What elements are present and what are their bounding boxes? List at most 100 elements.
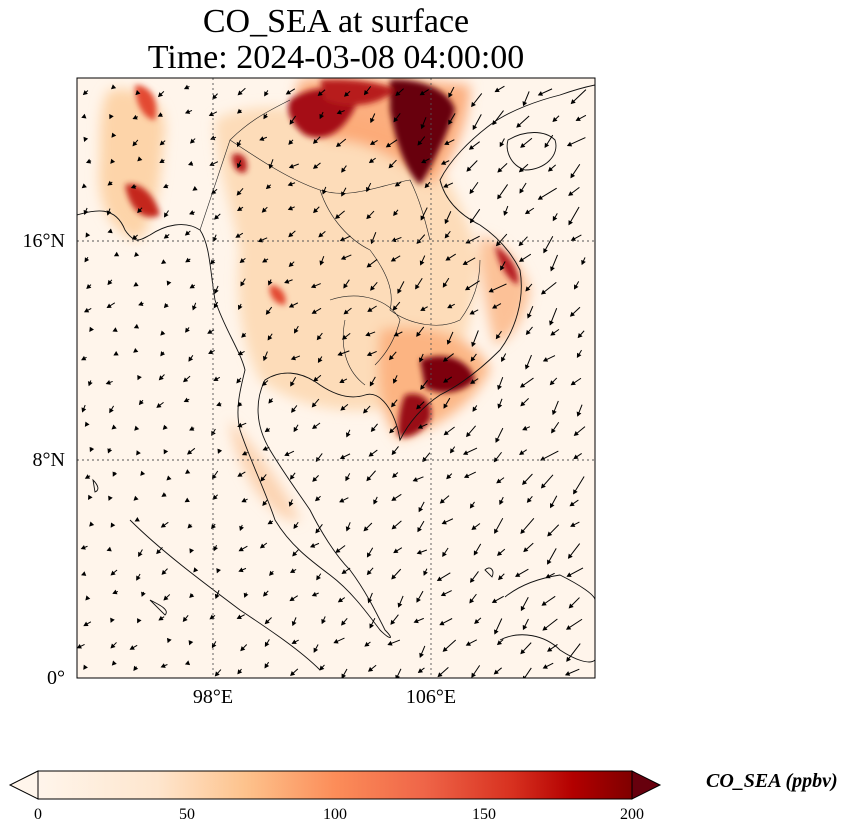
wind-arrow-head (581, 259, 586, 266)
wind-arrow-head (474, 618, 480, 624)
wind-arrow-head (156, 403, 162, 408)
wind-arrow-head (340, 405, 346, 411)
wind-arrow-head (189, 548, 195, 554)
wind-arrow-head (391, 449, 397, 456)
lon-tick-98e: 98°E (192, 686, 234, 708)
wind-arrow-head (469, 188, 475, 195)
wind-arrow-head (87, 381, 93, 387)
wind-arrow-head (469, 218, 475, 224)
wind-arrow-head (363, 408, 369, 414)
wind-arrow-head (239, 525, 244, 532)
wind-arrow-head (160, 522, 166, 528)
wind-arrow-head (132, 234, 138, 240)
wind-arrow-head (444, 218, 450, 225)
wind-arrow-head (105, 380, 111, 385)
wind-arrow-head (523, 547, 529, 553)
wind-arrow-head (395, 674, 400, 678)
wind-arrow-head (262, 446, 268, 451)
wind-arrow-head (189, 210, 195, 215)
wind-arrow-head (83, 307, 90, 313)
wind-arrow-head (570, 380, 576, 386)
wind-arrow-head (469, 577, 475, 583)
wind-arrow-head (309, 543, 316, 548)
wind-arrow-head (163, 595, 169, 601)
wind-arrow-head (466, 431, 471, 438)
wind-arrow-head (216, 401, 222, 407)
wind-arrow-head (522, 101, 528, 107)
wind-arrow-head (550, 503, 555, 509)
colorbar-tick-150: 150 (472, 806, 496, 823)
map-frame (76, 77, 596, 679)
coastlines (77, 84, 595, 671)
wind-arrow-head (540, 483, 546, 489)
wind-arrow-head (420, 306, 426, 311)
wind-arrow-head (370, 238, 376, 245)
wind-arrow-head (85, 232, 91, 238)
wind-arrow-head (573, 489, 578, 495)
wind-arrow-head (520, 649, 526, 655)
wind-arrow-head (439, 620, 445, 626)
wind-arrow-head (516, 122, 522, 128)
wind-arrow-head (573, 431, 579, 436)
wind-arrow-head (236, 378, 242, 384)
wind-arrow-head (423, 570, 428, 576)
wind-arrow-head (85, 595, 91, 601)
lat-tick-8n: 8°N (32, 449, 65, 471)
wind-arrow-head (161, 492, 167, 497)
wind-arrow-head (496, 640, 503, 646)
wind-arrow-head (112, 471, 118, 477)
wind-arrow-head (335, 548, 341, 553)
wind-arrow-head (363, 89, 369, 96)
wind-arrow-head (163, 212, 169, 218)
wind-arrow-head (216, 568, 221, 574)
wind-arrow-head (317, 91, 323, 97)
colorbar-extend-min (8, 770, 39, 800)
wind-arrow-head (472, 124, 478, 131)
wind-arrow-head (185, 469, 191, 474)
wind-arrow-head (547, 646, 553, 652)
wind-arrow-head (498, 575, 504, 581)
wind-arrow-head (566, 572, 572, 577)
wind-arrow-head (552, 117, 558, 123)
wind-arrow-head (391, 524, 397, 530)
wind-arrow-head (440, 160, 447, 165)
wind-arrow-head (107, 180, 113, 186)
wind-arrow-head (112, 327, 118, 332)
wind-arrow-head (444, 233, 450, 239)
wind-arrow-head (236, 190, 242, 196)
wind-arrow-head (367, 666, 374, 672)
wind-arrow-head (81, 183, 87, 189)
wind-arrow-head (436, 576, 443, 581)
wind-arrow-head (265, 184, 271, 190)
wind-arrow-head (287, 181, 293, 187)
wind-arrow-head (446, 339, 452, 345)
wind-arrow-head (566, 656, 572, 662)
wind-arrow-head (89, 521, 95, 527)
wind-arrow-head (141, 591, 146, 597)
wind-arrow-head (189, 592, 195, 599)
wind-arrow-head (441, 519, 447, 525)
wind-arrow-head (157, 112, 163, 117)
wind-arrow-head (259, 136, 265, 141)
wind-arrow-head (552, 215, 558, 222)
wind-arrow-head (341, 569, 347, 574)
wind-arrow-head (109, 114, 114, 120)
wind-arrow-head (367, 307, 373, 312)
wind-arrow-head (499, 141, 505, 148)
wind-arrow-head (570, 236, 576, 241)
wind-arrow-head (363, 526, 369, 532)
wind-arrow-head (522, 479, 528, 486)
wind-arrow-head (390, 256, 397, 262)
wind-arrow-head (111, 660, 117, 666)
wind-arrow-head (140, 470, 146, 476)
wind-arrow-head (550, 330, 556, 336)
wind-arrow-head (515, 572, 521, 577)
wind-arrow-head (537, 91, 544, 96)
wind-arrow-head (241, 332, 247, 338)
wind-arrow-head (288, 139, 294, 145)
wind-arrow-head (542, 664, 548, 669)
wind-arrow-head (237, 90, 243, 96)
wind-arrow-head (188, 640, 194, 646)
wind-arrow-head (413, 618, 419, 624)
